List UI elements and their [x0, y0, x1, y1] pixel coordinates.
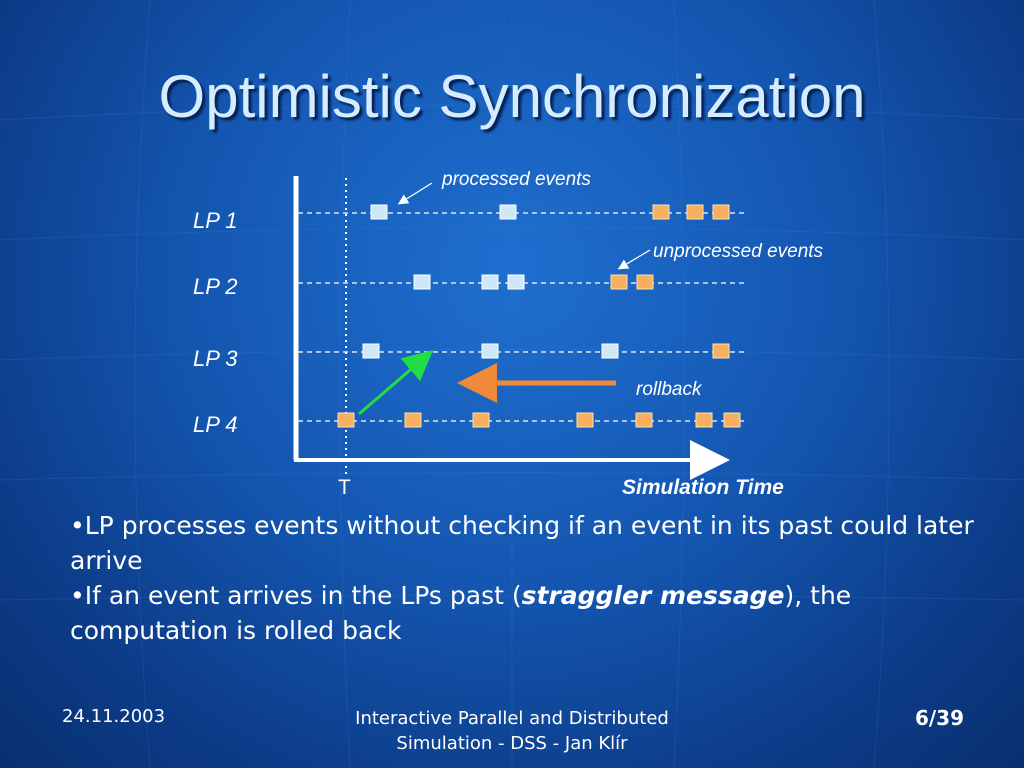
- unprocessed-event-box: [576, 412, 594, 428]
- lane-label-lp2: LP 2: [193, 274, 237, 299]
- processed-event-box: [413, 274, 431, 290]
- processed-events-label: processed events: [441, 169, 591, 190]
- bullet-text-suffix: ), the computation is rolled back: [70, 581, 852, 645]
- lane-label-lp4: LP 4: [193, 412, 237, 437]
- processed-event-box: [601, 343, 619, 359]
- lane-label-lp3: LP 3: [193, 346, 238, 371]
- footer-line: Simulation - DSS - Jan Klír: [396, 733, 628, 754]
- processed-event-box: [362, 343, 380, 359]
- bullet-list: •LP processes events without checking if…: [70, 508, 990, 648]
- unprocessed-event-box: [635, 412, 653, 428]
- unprocessed-pointer-icon: [617, 249, 651, 270]
- processed-event-box: [499, 204, 517, 220]
- unprocessed-event-box: [472, 412, 490, 428]
- time-marker-label: T: [338, 476, 351, 499]
- bullet-text: •LP processes events without checking if…: [70, 511, 974, 575]
- processed-event-box: [481, 343, 499, 359]
- processed-event-box: [370, 204, 388, 220]
- straggler-arrow-icon: [358, 350, 434, 416]
- footer-line: Interactive Parallel and Distributed: [355, 708, 669, 729]
- unprocessed-event-box: [712, 204, 730, 220]
- processed-event-box: [481, 274, 499, 290]
- unprocessed-event-box: [723, 412, 741, 428]
- event-boxes: [337, 204, 741, 428]
- footer-center: Interactive Parallel and Distributed Sim…: [312, 706, 712, 756]
- unprocessed-event-box: [337, 412, 355, 428]
- unprocessed-event-box: [695, 412, 713, 428]
- unprocessed-event-box: [712, 343, 730, 359]
- simulation-time-label: Simulation Time: [622, 476, 784, 499]
- unprocessed-event-box: [636, 274, 654, 290]
- page-number: 6/39: [914, 706, 964, 730]
- slide-title: Optimistic Synchronization: [158, 63, 866, 130]
- footer-date: 24.11.2003: [62, 706, 166, 727]
- unprocessed-events-label: unprocessed events: [653, 241, 824, 262]
- unprocessed-event-box: [686, 204, 704, 220]
- processed-pointer-icon: [397, 182, 433, 205]
- processed-event-box: [507, 274, 525, 290]
- bullet-item: •LP processes events without checking if…: [70, 508, 990, 578]
- straggler-term: straggler message: [521, 581, 785, 610]
- bullet-text-prefix: •If an event arrives in the LPs past (: [70, 581, 522, 610]
- bullet-item: •If an event arrives in the LPs past (st…: [70, 578, 990, 648]
- unprocessed-event-box: [652, 204, 670, 220]
- lane-label-lp1: LP 1: [193, 208, 237, 233]
- unprocessed-event-box: [610, 274, 628, 290]
- rollback-label: rollback: [636, 379, 703, 400]
- unprocessed-event-box: [404, 412, 422, 428]
